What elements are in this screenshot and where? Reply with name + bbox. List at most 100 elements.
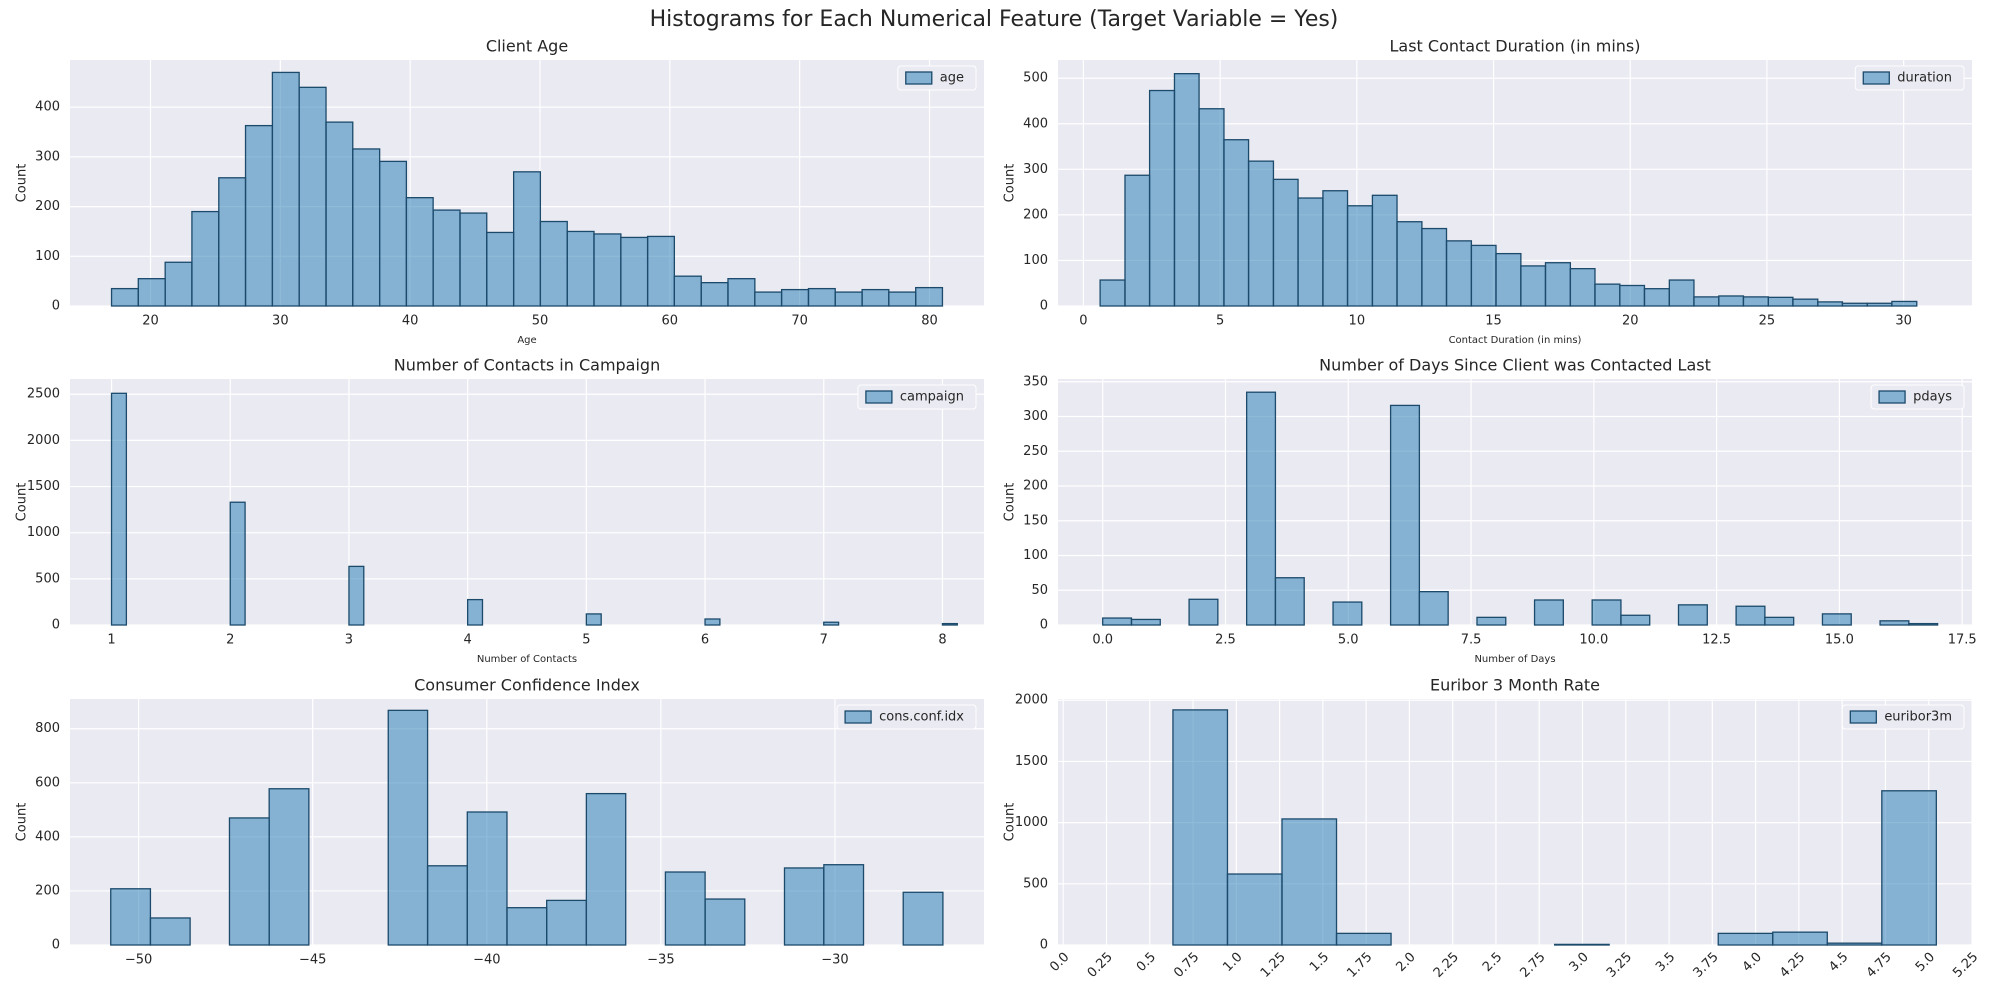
- y-axis-label: Count: [15, 483, 30, 522]
- x-tick-label: 2.75: [1517, 950, 1548, 981]
- histogram-bar: [432, 209, 461, 307]
- x-tick-label: 10: [1349, 314, 1366, 329]
- histogram-bar: [1767, 296, 1794, 307]
- histogram-bar: [352, 148, 381, 307]
- histogram-bar: [566, 230, 595, 307]
- histogram-bar: [506, 907, 548, 946]
- x-axis-label: Contact Duration (in mins): [1449, 335, 1582, 346]
- legend: pdays: [1870, 384, 1965, 410]
- x-tick-label: 3.5: [1653, 950, 1678, 975]
- subplot-title: Consumer Confidence Index: [414, 676, 640, 695]
- x-tick-label: 15.0: [1825, 633, 1854, 648]
- histogram-bar: [486, 231, 515, 307]
- x-tick-label: 2.25: [1431, 950, 1462, 981]
- histogram-bar: [1226, 873, 1283, 946]
- histogram-bar: [1821, 613, 1852, 626]
- x-tick-label: 30: [1895, 314, 1912, 329]
- histogram-bar: [426, 865, 468, 946]
- legend-label: cons.conf.idx: [879, 710, 964, 725]
- histogram-bar: [1591, 599, 1622, 626]
- y-tick-label: 50: [1031, 583, 1048, 598]
- histogram-bar: [1772, 931, 1828, 946]
- histogram-bar: [271, 71, 300, 307]
- histogram-bar: [1099, 279, 1126, 307]
- y-tick-label: 300: [1023, 409, 1048, 424]
- x-tick-label: 5.0: [1913, 950, 1938, 975]
- x-tick-label: 30: [272, 314, 289, 329]
- x-tick-label: 0.25: [1085, 950, 1116, 981]
- histogram-bar: [1445, 240, 1473, 307]
- x-tick-label: 1.25: [1258, 950, 1289, 981]
- y-tick-label: 1000: [27, 525, 60, 540]
- x-tick-label: 0: [1079, 314, 1087, 329]
- histogram-bar: [1520, 265, 1547, 307]
- histogram-bar: [1371, 194, 1398, 307]
- histogram-bar: [585, 792, 627, 946]
- y-tick-label: 100: [35, 249, 60, 264]
- subplot-title: Last Contact Duration (in mins): [1390, 37, 1641, 56]
- y-axis-label: Count: [1003, 483, 1018, 522]
- x-tick-label: 5: [1216, 314, 1224, 329]
- x-tick-label: 6: [701, 633, 709, 648]
- histogram-bar: [915, 286, 944, 307]
- histogram-bar: [1322, 190, 1349, 307]
- legend-label: campaign: [900, 390, 964, 405]
- histogram-bar: [807, 287, 836, 307]
- y-tick-label: 200: [35, 199, 60, 214]
- histogram-bar: [1418, 590, 1449, 626]
- histogram-bar: [1148, 89, 1176, 307]
- legend-frame: [836, 704, 977, 730]
- y-tick-label: 200: [1023, 207, 1048, 222]
- x-tick-label: 3: [345, 633, 353, 648]
- subplot-title: Euribor 3 Month Rate: [1430, 676, 1600, 695]
- y-tick-label: 0: [1040, 938, 1048, 953]
- histogram-bar: [348, 565, 365, 626]
- histogram-bar: [834, 291, 863, 307]
- x-tick-label: 20: [142, 314, 159, 329]
- histogram-bar: [861, 288, 890, 307]
- histogram-bar: [191, 210, 220, 307]
- histogram-bar: [228, 817, 270, 946]
- x-tick-label: 4: [464, 633, 472, 648]
- histogram-bar: [941, 622, 958, 626]
- x-tick-label: 1.75: [1344, 950, 1375, 981]
- x-tick-label: 0.0: [1047, 950, 1072, 975]
- x-tick-label: 0.5: [1134, 950, 1159, 975]
- histogram-bar: [1124, 174, 1151, 307]
- y-axis-label: Count: [1003, 164, 1018, 203]
- histogram-bar: [539, 220, 568, 307]
- y-tick-label: 500: [1023, 71, 1048, 86]
- x-tick-label: 8: [938, 633, 946, 648]
- x-tick-label: 10.0: [1579, 633, 1608, 648]
- y-tick-label: 800: [35, 721, 60, 736]
- histogram-bar: [1735, 605, 1766, 626]
- histogram-bar: [1879, 620, 1910, 626]
- x-tick-label: 5.25: [1950, 950, 1981, 981]
- y-tick-label: 500: [1023, 876, 1048, 891]
- plot-area: [1058, 379, 1972, 625]
- histogram-bar: [1594, 283, 1621, 307]
- histogram-bar: [888, 291, 917, 307]
- histogram-bar: [149, 917, 191, 946]
- y-tick-label: 0: [52, 938, 60, 953]
- histogram-bar: [1817, 301, 1844, 307]
- histogram-bar: [218, 177, 247, 307]
- histogram-bar: [1476, 616, 1507, 626]
- figure-title: Histograms for Each Numerical Feature (T…: [650, 7, 1339, 32]
- histogram-bar: [110, 392, 128, 626]
- legend-swatch: [905, 71, 933, 85]
- y-tick-label: 400: [35, 100, 60, 115]
- histogram-bar: [1891, 300, 1918, 307]
- histogram-bar: [459, 212, 488, 307]
- histogram-bar: [1881, 790, 1937, 946]
- histogram-bar: [164, 261, 193, 307]
- histogram-bar: [1841, 302, 1868, 307]
- x-tick-label: 40: [402, 314, 419, 329]
- histogram-bar: [1553, 943, 1610, 946]
- y-tick-label: 0: [52, 618, 60, 633]
- histogram-bar: [466, 598, 484, 626]
- x-tick-label: 2.5: [1480, 950, 1505, 975]
- histogram-bar: [1272, 178, 1299, 307]
- y-tick-label: 1500: [27, 479, 60, 494]
